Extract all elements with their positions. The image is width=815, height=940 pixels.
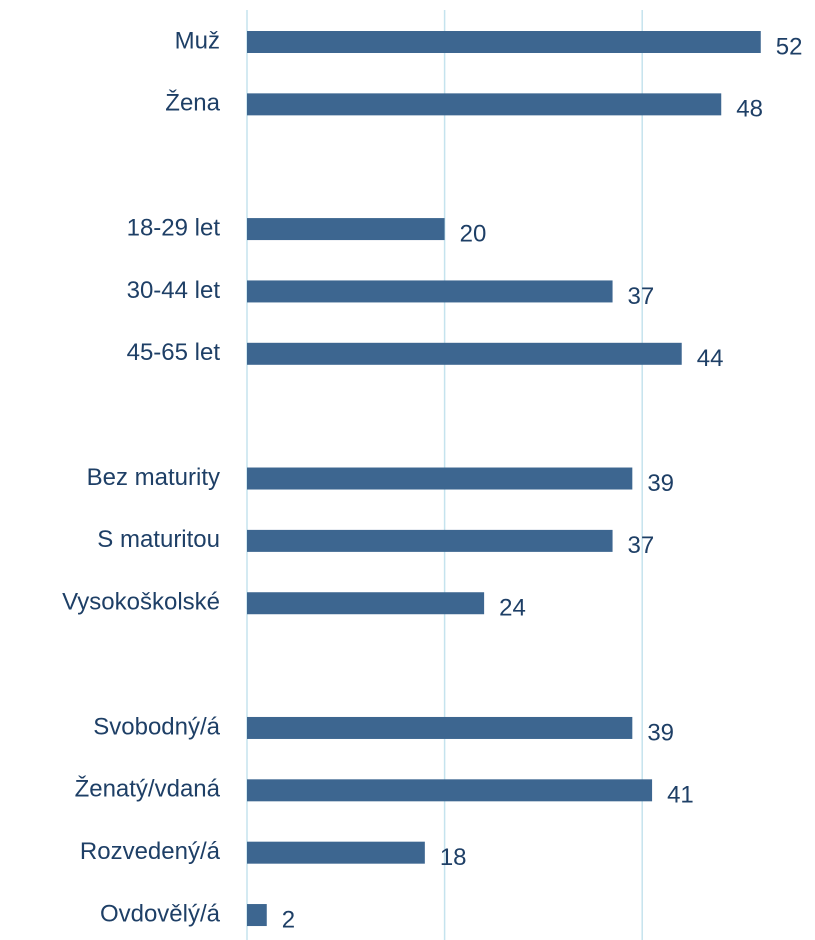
bar bbox=[247, 529, 613, 552]
bar bbox=[247, 904, 267, 927]
bar bbox=[247, 280, 613, 303]
bar bbox=[247, 841, 425, 864]
value-label: 37 bbox=[628, 283, 655, 310]
bar bbox=[247, 342, 682, 365]
y-tick-label: Svobodný/á bbox=[93, 713, 220, 740]
y-tick-label: 45-65 let bbox=[127, 339, 221, 366]
bar bbox=[247, 31, 761, 53]
value-label: 2 bbox=[282, 906, 295, 933]
y-tick-label: Ženatý/vdaná bbox=[75, 776, 221, 803]
value-label: 20 bbox=[460, 220, 487, 247]
y-tick-label: Vysokoškolské bbox=[62, 589, 220, 616]
value-label: 18 bbox=[440, 844, 467, 871]
bar bbox=[247, 716, 633, 739]
y-tick-label: 18-29 let bbox=[127, 214, 221, 241]
y-tick-label: 30-44 let bbox=[127, 277, 221, 304]
bar bbox=[247, 218, 445, 241]
bar bbox=[247, 93, 722, 116]
value-label: 48 bbox=[736, 96, 763, 123]
value-label: 41 bbox=[667, 782, 694, 809]
y-tick-label: Ovdovělý/á bbox=[100, 900, 221, 927]
value-label: 24 bbox=[499, 595, 526, 622]
y-tick-label: Rozvedený/á bbox=[80, 838, 221, 865]
bar bbox=[247, 779, 653, 802]
value-label: 44 bbox=[697, 345, 724, 372]
y-tick-label: Žena bbox=[165, 90, 220, 117]
value-label: 37 bbox=[628, 532, 655, 559]
bar bbox=[247, 467, 633, 490]
value-label: 52 bbox=[776, 33, 803, 60]
y-tick-label: S maturitou bbox=[97, 526, 220, 553]
y-tick-label: Muž bbox=[175, 27, 220, 54]
y-tick-label: Bez maturity bbox=[87, 464, 220, 491]
value-label: 39 bbox=[647, 470, 674, 497]
bar bbox=[247, 592, 485, 615]
value-label: 39 bbox=[647, 719, 674, 746]
